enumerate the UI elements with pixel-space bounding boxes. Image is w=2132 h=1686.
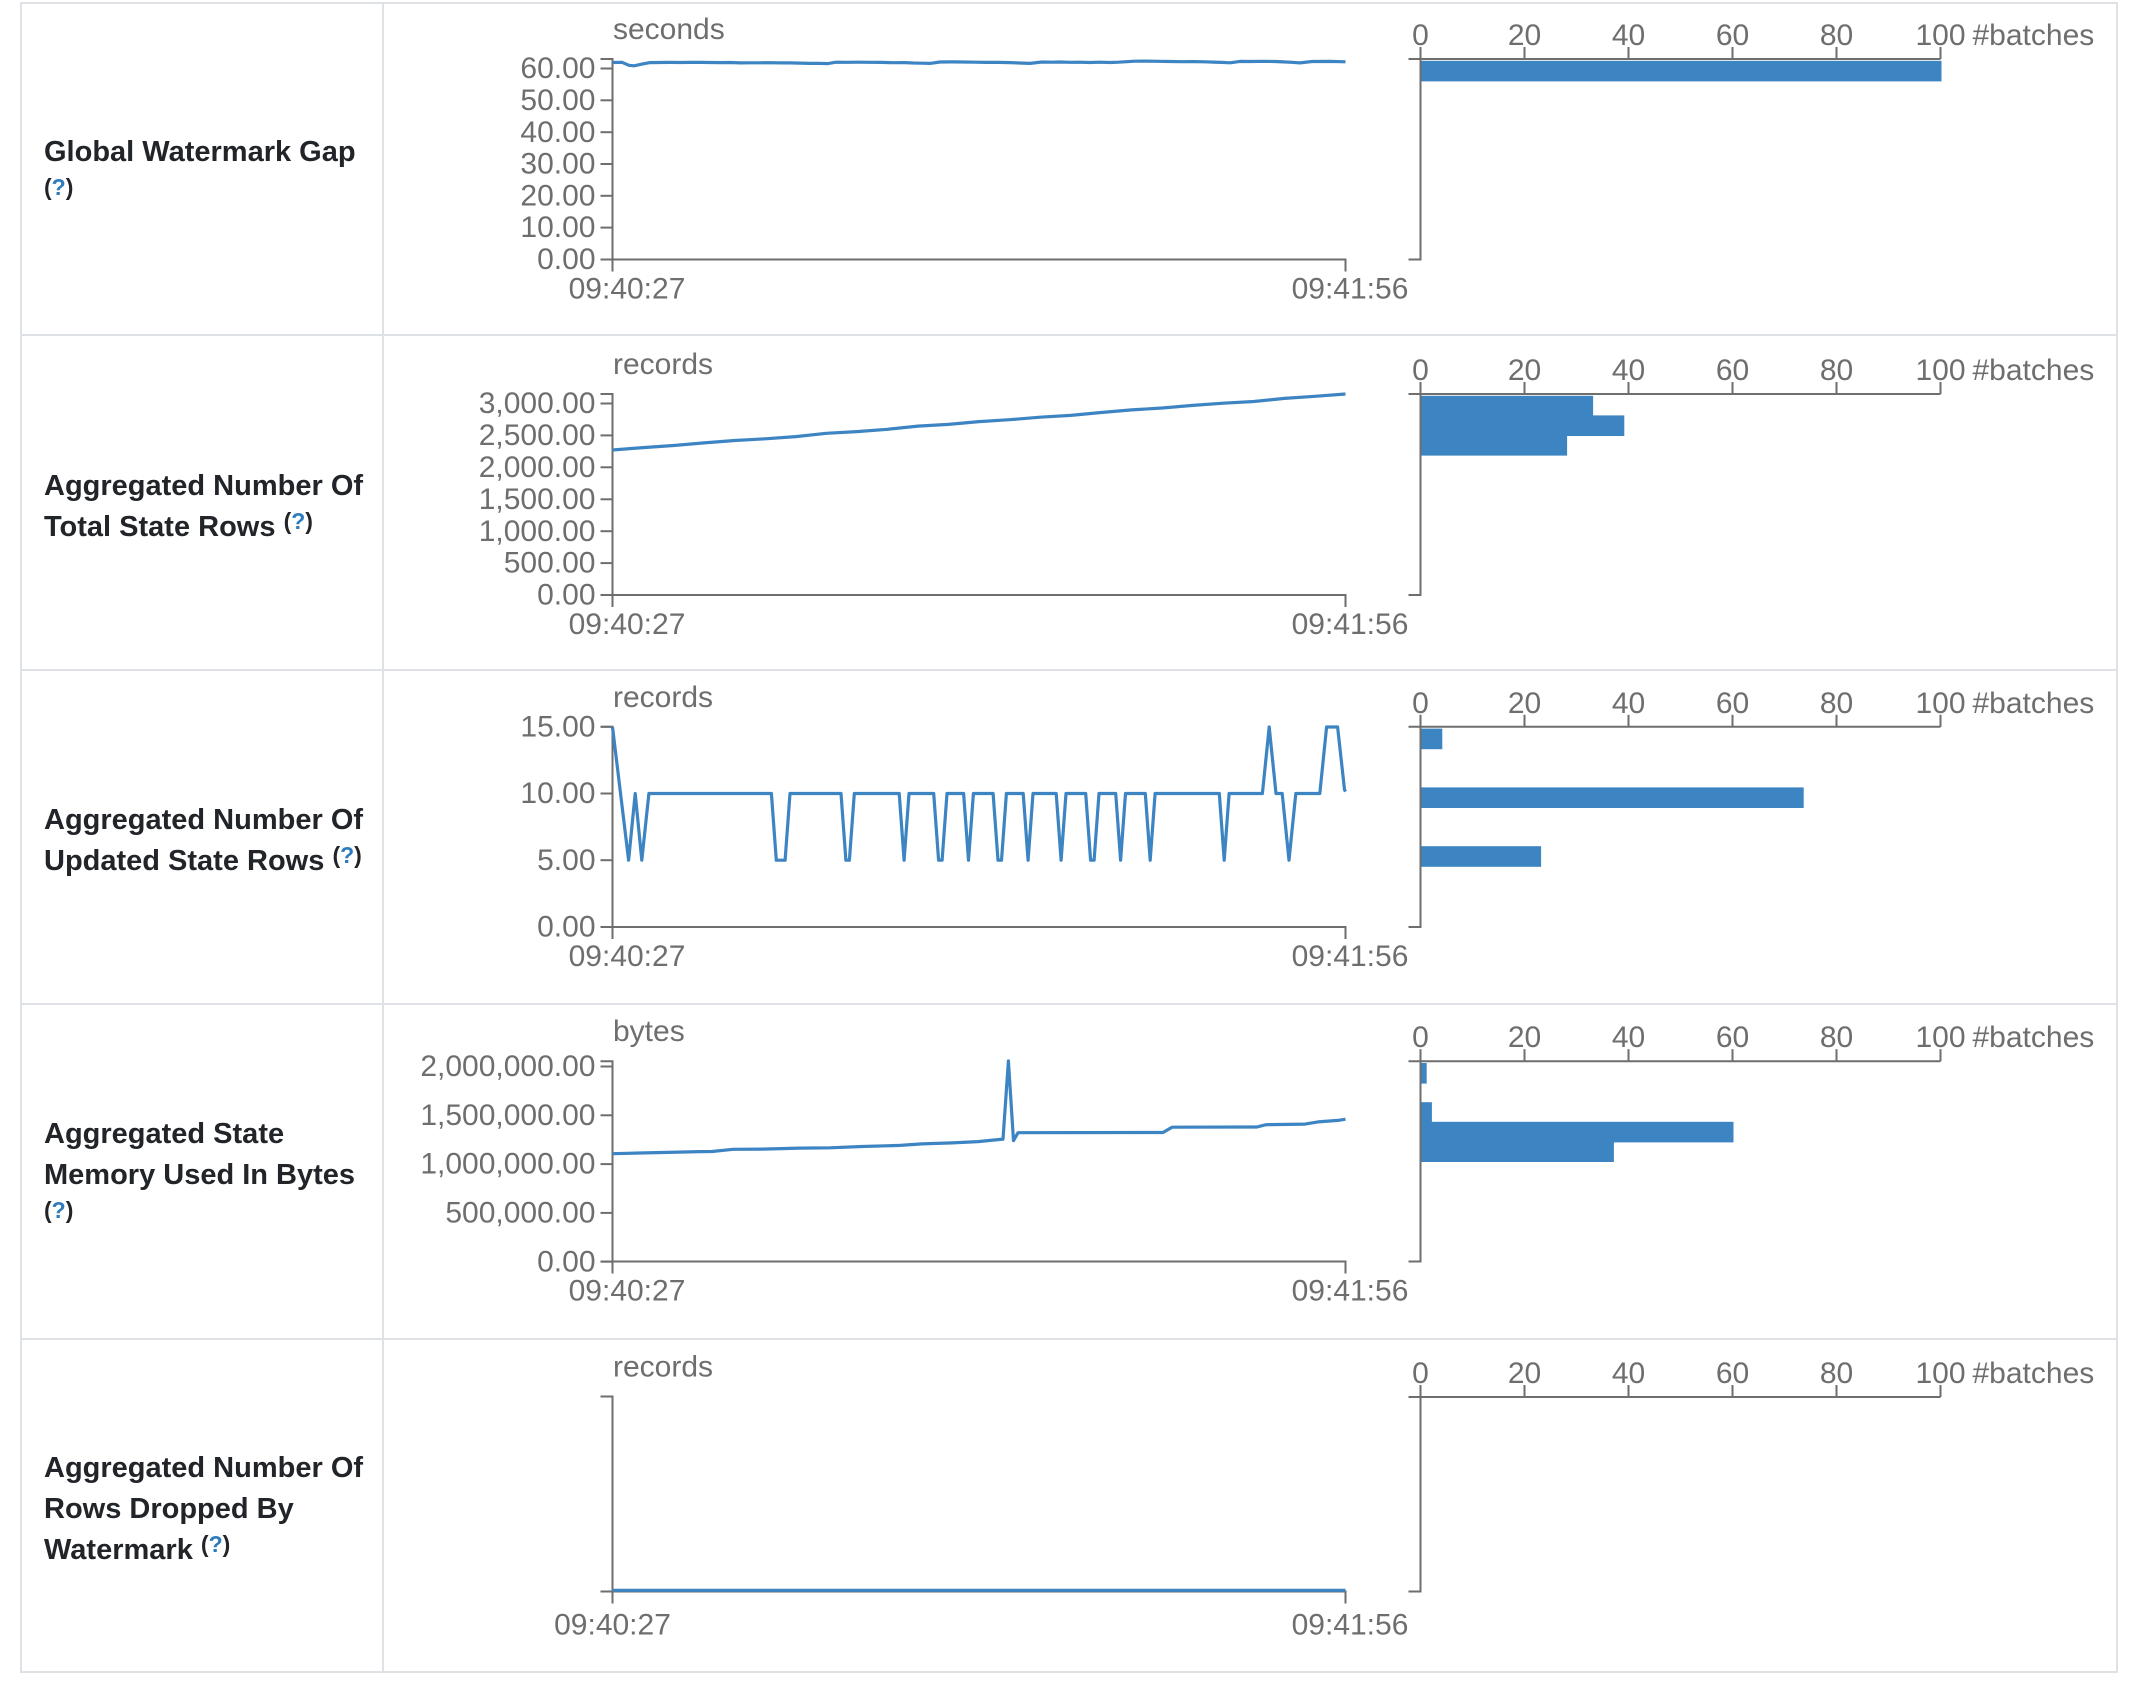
svg-text:40: 40	[1612, 354, 1645, 387]
svg-text:09:40:27: 09:40:27	[569, 608, 686, 641]
svg-text:40: 40	[1612, 687, 1645, 720]
svg-text:09:41:56: 09:41:56	[1292, 940, 1409, 973]
svg-text:bytes: bytes	[613, 1015, 685, 1048]
svg-text:60: 60	[1716, 19, 1749, 52]
svg-text:50.00: 50.00	[520, 84, 595, 117]
svg-text:09:40:27: 09:40:27	[569, 940, 686, 973]
svg-text:20: 20	[1508, 687, 1541, 720]
svg-text:0.00: 0.00	[537, 911, 595, 944]
svg-text:60: 60	[1716, 687, 1749, 720]
svg-text:40: 40	[1612, 1021, 1645, 1054]
svg-text:40.00: 40.00	[520, 116, 595, 149]
svg-text:0: 0	[1412, 354, 1429, 387]
svg-text:3,000.00: 3,000.00	[479, 387, 596, 420]
svg-text:20: 20	[1508, 19, 1541, 52]
svg-text:10.00: 10.00	[520, 777, 595, 810]
svg-text:30.00: 30.00	[520, 148, 595, 181]
svg-text:500,000.00: 500,000.00	[445, 1197, 595, 1230]
svg-text:500.00: 500.00	[504, 547, 596, 580]
svg-text:10.00: 10.00	[520, 211, 595, 244]
svg-text:20.00: 20.00	[520, 179, 595, 212]
svg-text:#batches: #batches	[1973, 19, 2095, 52]
svg-text:2,500.00: 2,500.00	[479, 419, 596, 452]
svg-text:records: records	[613, 681, 713, 714]
svg-text:0.00: 0.00	[537, 1245, 595, 1278]
svg-text:15.00: 15.00	[520, 710, 595, 743]
svg-text:60.00: 60.00	[520, 52, 595, 85]
svg-text:#batches: #batches	[1973, 1021, 2095, 1054]
svg-text:1,500,000.00: 1,500,000.00	[420, 1099, 595, 1132]
svg-text:09:40:27: 09:40:27	[569, 273, 686, 306]
svg-text:60: 60	[1716, 1357, 1749, 1390]
svg-text:1,000.00: 1,000.00	[479, 515, 596, 548]
svg-text:100: 100	[1915, 1357, 1965, 1390]
svg-text:#batches: #batches	[1973, 1357, 2095, 1390]
svg-text:1,500.00: 1,500.00	[479, 483, 596, 516]
svg-text:#batches: #batches	[1973, 687, 2095, 720]
svg-text:0: 0	[1412, 687, 1429, 720]
svg-text:0.00: 0.00	[537, 243, 595, 276]
svg-text:09:41:56: 09:41:56	[1292, 1609, 1409, 1642]
svg-text:09:41:56: 09:41:56	[1292, 608, 1409, 641]
svg-text:records: records	[613, 348, 713, 381]
svg-text:100: 100	[1915, 19, 1965, 52]
svg-text:20: 20	[1508, 1021, 1541, 1054]
svg-text:09:40:27: 09:40:27	[569, 1275, 686, 1308]
svg-text:#batches: #batches	[1973, 354, 2095, 387]
svg-text:0.00: 0.00	[537, 579, 595, 612]
svg-text:09:41:56: 09:41:56	[1292, 1275, 1409, 1308]
svg-text:20: 20	[1508, 354, 1541, 387]
svg-text:80: 80	[1820, 354, 1853, 387]
svg-text:100: 100	[1915, 687, 1965, 720]
svg-text:1,000,000.00: 1,000,000.00	[420, 1148, 595, 1181]
svg-text:seconds: seconds	[613, 13, 725, 46]
svg-text:0: 0	[1412, 1021, 1429, 1054]
svg-text:80: 80	[1820, 1357, 1853, 1390]
svg-text:80: 80	[1820, 19, 1853, 52]
svg-text:60: 60	[1716, 354, 1749, 387]
svg-text:0: 0	[1412, 19, 1429, 52]
svg-text:40: 40	[1612, 19, 1645, 52]
svg-text:2,000.00: 2,000.00	[479, 451, 596, 484]
svg-text:2,000,000.00: 2,000,000.00	[420, 1050, 595, 1083]
svg-text:09:41:56: 09:41:56	[1292, 273, 1409, 306]
svg-text:40: 40	[1612, 1357, 1645, 1390]
svg-text:0: 0	[1412, 1357, 1429, 1390]
svg-text:100: 100	[1915, 1021, 1965, 1054]
svg-text:60: 60	[1716, 1021, 1749, 1054]
svg-text:80: 80	[1820, 687, 1853, 720]
svg-text:5.00: 5.00	[537, 844, 595, 877]
svg-text:80: 80	[1820, 1021, 1853, 1054]
svg-text:records: records	[613, 1351, 713, 1384]
svg-text:100: 100	[1915, 354, 1965, 387]
svg-text:09:40:27: 09:40:27	[554, 1609, 671, 1642]
svg-text:20: 20	[1508, 1357, 1541, 1390]
